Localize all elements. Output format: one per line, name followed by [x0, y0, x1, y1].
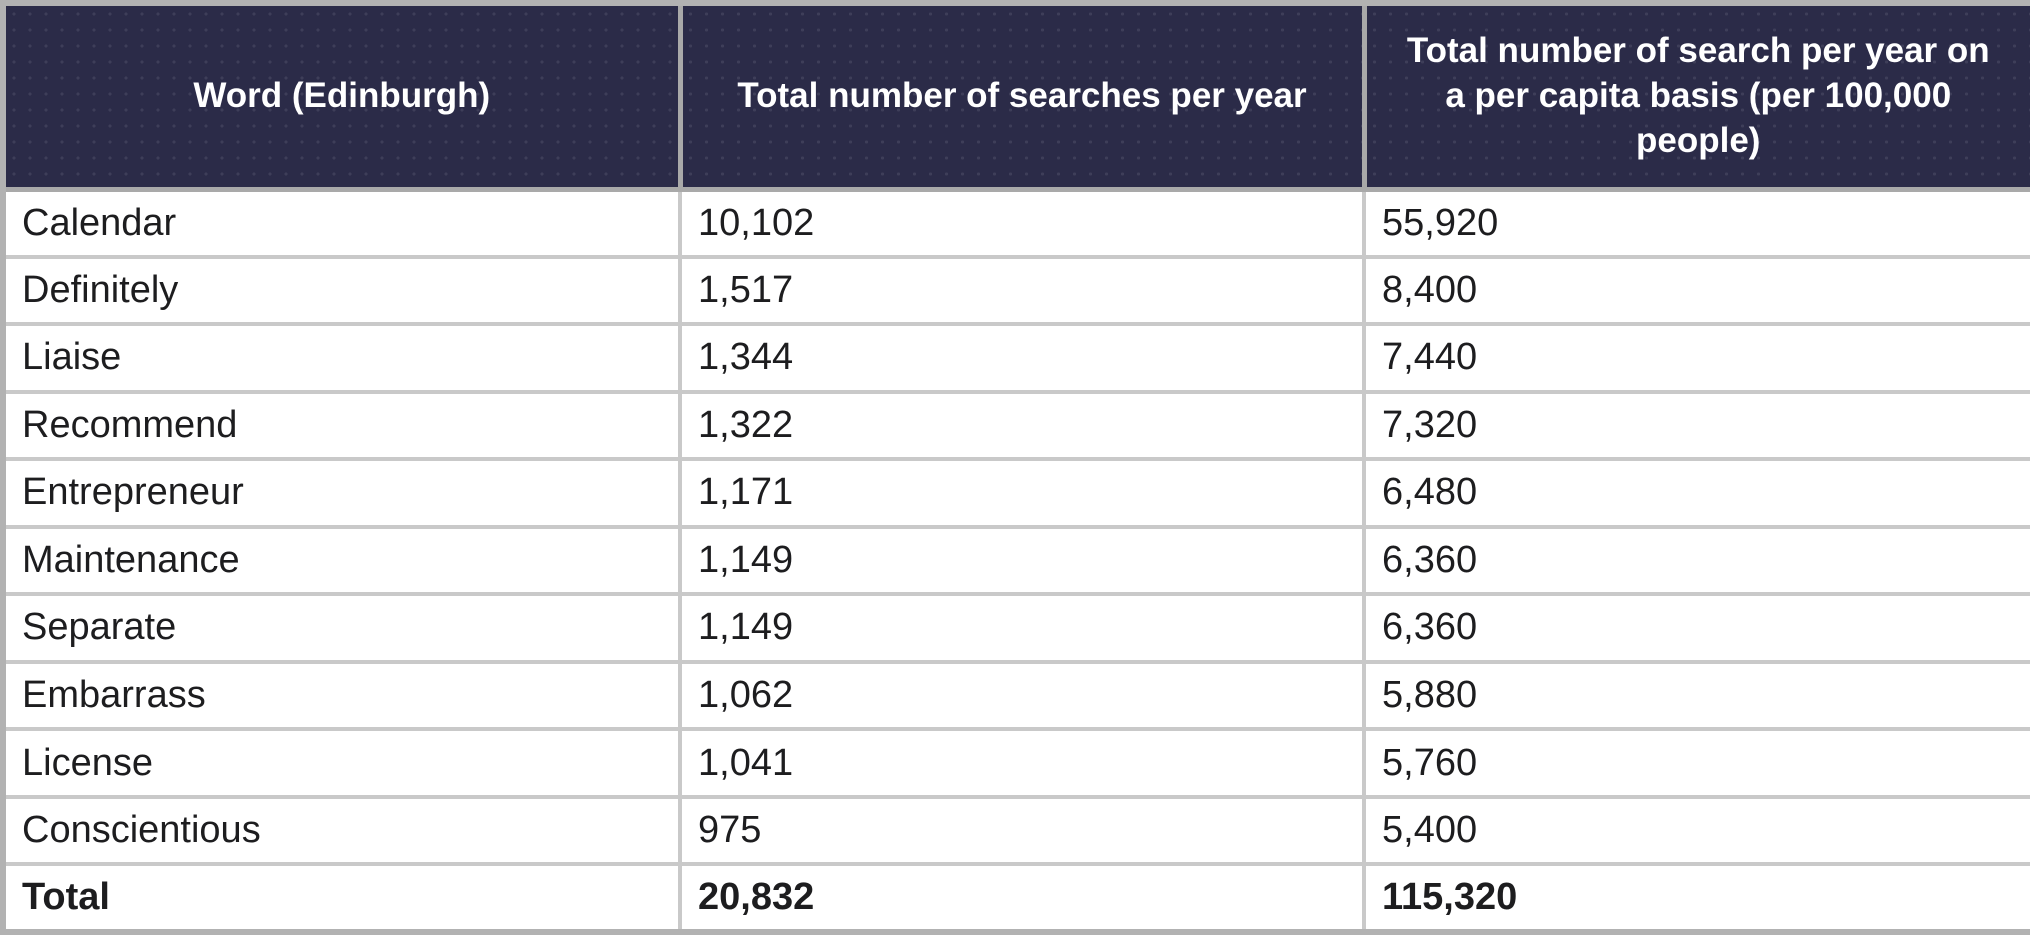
- table-row: Calendar 10,102 55,920: [1, 187, 2030, 259]
- header-row: Word (Edinburgh) Total number of searche…: [0, 0, 2030, 192]
- table-row: Entrepreneur 1,171 6,480: [1, 457, 2030, 529]
- searches-cell: 1,149: [678, 524, 1366, 597]
- table-row: License 1,041 5,760: [1, 727, 2030, 799]
- table-row: Maintenance 1,149 6,360: [1, 524, 2030, 597]
- table-row: Liaise 1,344 7,440: [1, 322, 2030, 394]
- searches-cell: 1,322: [678, 389, 1366, 462]
- searches-cell: 1,517: [678, 254, 1366, 327]
- word-cell: Separate: [1, 592, 682, 664]
- searches-cell: 975: [678, 794, 1366, 867]
- per-capita-cell: 6,360: [1362, 524, 2030, 597]
- per-capita-cell: 5,880: [1362, 659, 2030, 732]
- total-row: Total 20,832 115,320: [1, 862, 2030, 934]
- word-cell: Conscientious: [1, 794, 682, 867]
- searches-cell: 10,102: [678, 187, 1366, 259]
- word-cell: Definitely: [1, 254, 682, 327]
- searches-cell: 1,041: [678, 727, 1366, 799]
- table-row: Separate 1,149 6,360: [1, 592, 2030, 664]
- per-capita-cell: 5,400: [1362, 794, 2030, 867]
- total-searches-cell: 20,832: [678, 862, 1366, 934]
- column-header-per-capita: Total number of search per year on a per…: [1361, 0, 2030, 192]
- word-cell: License: [1, 727, 682, 799]
- per-capita-cell: 7,440: [1362, 322, 2030, 394]
- column-header-total-searches: Total number of searches per year: [677, 0, 1367, 192]
- column-header-word: Word (Edinburgh): [0, 0, 683, 192]
- searches-cell: 1,344: [678, 322, 1366, 394]
- table-row: Conscientious 975 5,400: [1, 794, 2030, 867]
- word-cell: Calendar: [1, 187, 682, 259]
- per-capita-cell: 55,920: [1362, 187, 2030, 259]
- word-cell: Embarrass: [1, 659, 682, 732]
- per-capita-cell: 8,400: [1362, 254, 2030, 327]
- per-capita-cell: 6,480: [1362, 457, 2030, 529]
- word-cell: Entrepreneur: [1, 457, 682, 529]
- word-cell: Liaise: [1, 322, 682, 394]
- per-capita-cell: 5,760: [1362, 727, 2030, 799]
- searches-cell: 1,149: [678, 592, 1366, 664]
- searches-cell: 1,062: [678, 659, 1366, 732]
- word-cell: Maintenance: [1, 524, 682, 597]
- per-capita-cell: 6,360: [1362, 592, 2030, 664]
- total-label-cell: Total: [1, 862, 682, 934]
- searches-cell: 1,171: [678, 457, 1366, 529]
- table-row: Embarrass 1,062 5,880: [1, 659, 2030, 732]
- table-row: Recommend 1,322 7,320: [1, 389, 2030, 462]
- word-cell: Recommend: [1, 389, 682, 462]
- per-capita-cell: 7,320: [1362, 389, 2030, 462]
- total-per-capita-cell: 115,320: [1362, 862, 2030, 934]
- table-row: Definitely 1,517 8,400: [1, 254, 2030, 327]
